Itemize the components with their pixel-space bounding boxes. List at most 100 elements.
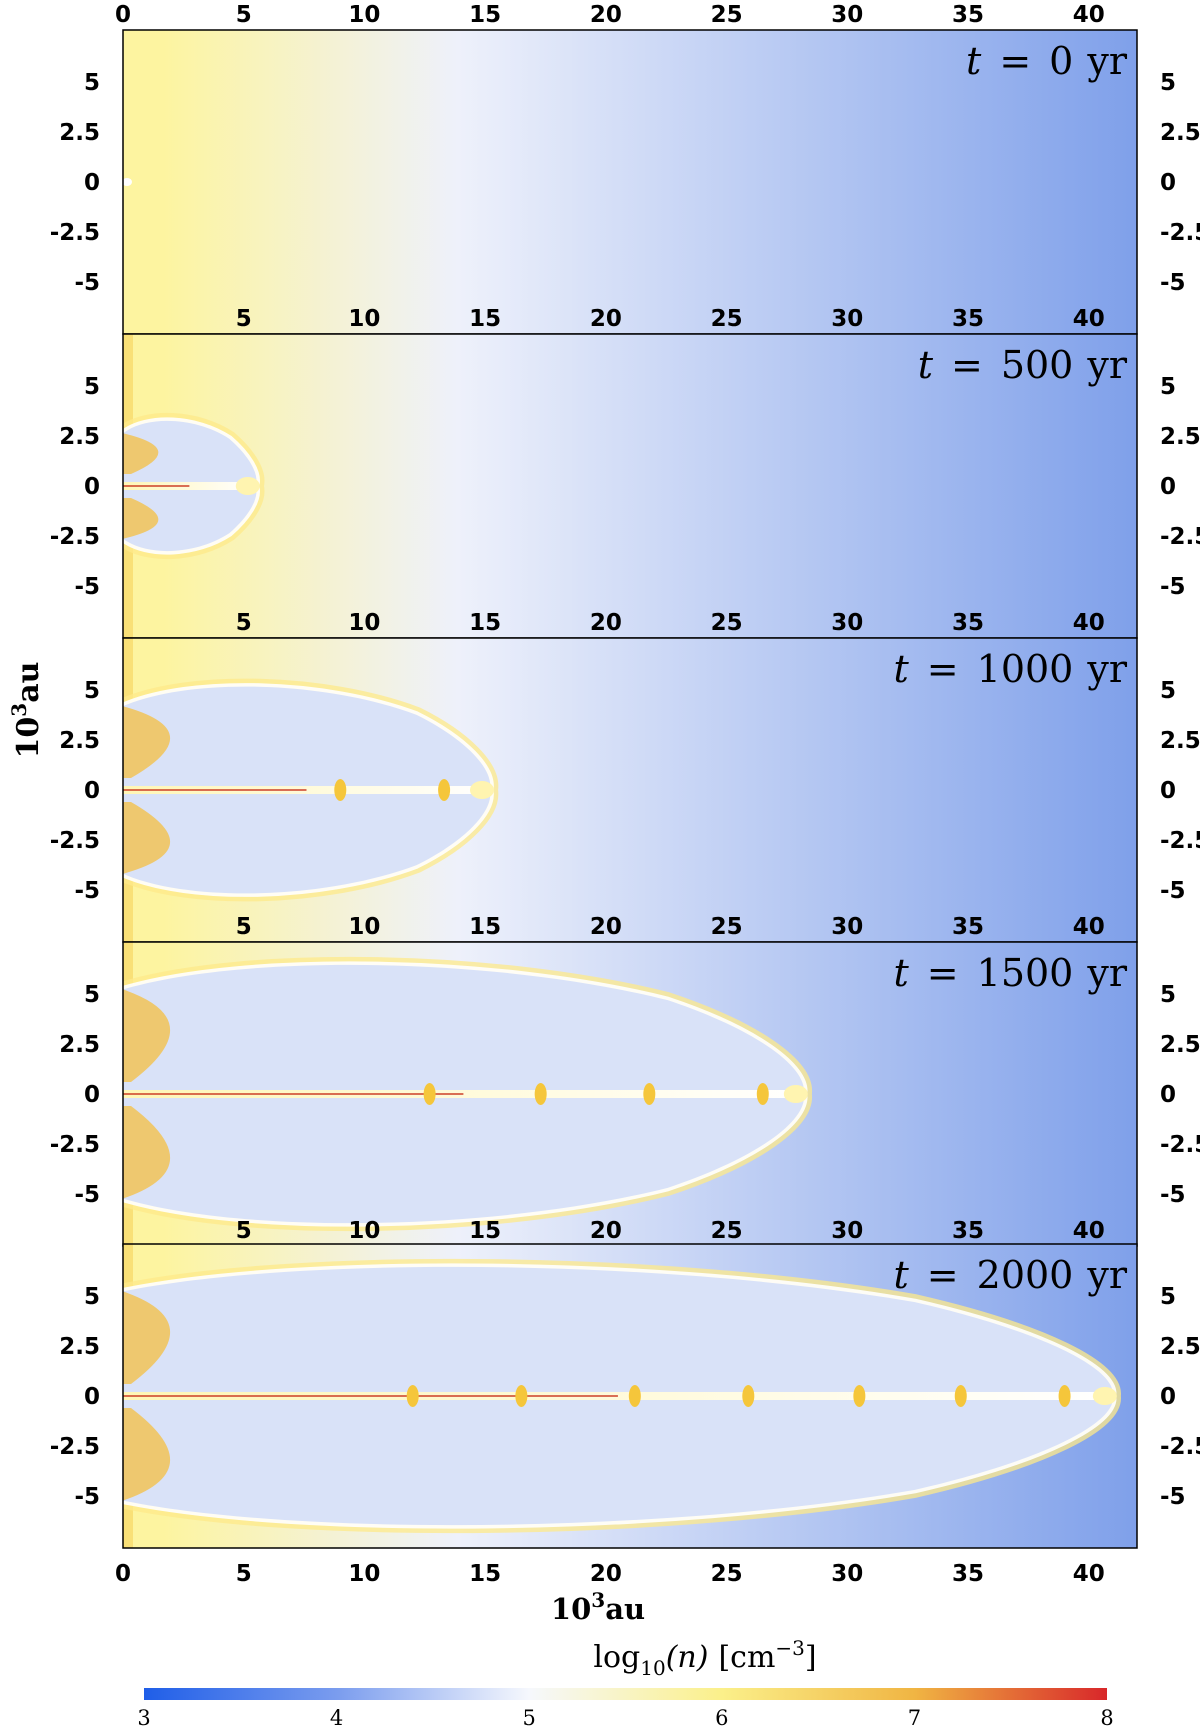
background-field [123,30,1137,334]
y-tick-right: 0 [1160,474,1176,500]
x-tick-bottom: 40 [1073,1561,1105,1587]
time-label-0: t = 0 yr [966,39,1128,83]
y-tick-right: 2.5 [1160,1334,1200,1360]
time-label-4: t = 2000 yr [894,1253,1128,1297]
x-axis-label: 103au [551,1588,645,1626]
panel-frame [122,1243,1138,1549]
jet-knot-5 [954,1385,967,1407]
y-tick-left: 0 [84,170,100,196]
y-tick-right: 0 [1160,1082,1176,1108]
x-tick-bottom: 20 [590,1561,622,1587]
jet-knot-1 [515,1385,528,1407]
x-tick-bottom: 30 [831,914,863,940]
jet-knot-0 [334,779,347,801]
y-tick-right: -2.5 [1160,828,1200,854]
colorbar-tick: 6 [715,1706,728,1729]
y-tick-right: 0 [1160,1384,1176,1410]
y-tick-right: -5 [1160,574,1186,600]
jet-knot-3 [742,1385,755,1407]
y-axis-label: 103au [7,662,46,759]
x-tick-bottom: 10 [348,306,380,332]
x-tick-bottom: 5 [236,306,252,332]
x-tick-bottom: 15 [469,306,501,332]
core-density [123,32,243,332]
y-tick-left: -5 [74,878,100,904]
y-tick-right: 2.5 [1160,1032,1200,1058]
x-tick-bottom: 10 [348,1561,380,1587]
y-tick-right: 5 [1160,70,1176,96]
y-tick-right: 2.5 [1160,424,1200,450]
frame-labels: 103au 103au log10(n) [cm−3] [7,662,1107,1700]
x-tick-bottom: 10 [348,1218,380,1244]
x-tick-top: 10 [348,2,380,28]
y-tick-left: 5 [84,374,100,400]
x-tick-bottom: 30 [831,1218,863,1244]
y-tick-right: 5 [1160,374,1176,400]
y-tick-left: 2.5 [59,424,100,450]
base-wedge-upper [123,433,159,474]
time-label-2: t = 1000 yr [894,647,1128,691]
y-tick-left: 0 [84,1384,100,1410]
x-tick-bottom: 25 [711,1561,743,1587]
x-tick-top: 15 [469,2,501,28]
y-tick-right: -2.5 [1160,220,1200,246]
y-tick-right: 0 [1160,170,1176,196]
jet-knot-0 [423,1083,436,1105]
y-tick-left: 5 [84,678,100,704]
y-tick-left: -5 [74,1182,100,1208]
x-tick-bottom: 15 [469,1561,501,1587]
y-tick-right: 0 [1160,778,1176,804]
jet-knot-0 [406,1385,419,1407]
x-tick-bottom: 15 [469,610,501,636]
x-tick-bottom: 5 [236,914,252,940]
y-tick-left: 5 [84,1284,100,1310]
jet-knot-1 [438,779,451,801]
y-tick-left: 5 [84,70,100,96]
y-tick-left: 0 [84,1082,100,1108]
x-tick-bottom: 35 [952,1561,984,1587]
x-tick-bottom: 40 [1073,610,1105,636]
colorbar-tick: 3 [137,1706,150,1729]
x-tick-bottom: 35 [952,1218,984,1244]
y-tick-left: 2.5 [59,1032,100,1058]
y-tick-right: -2.5 [1160,1132,1200,1158]
y-tick-right: 5 [1160,982,1176,1008]
y-tick-left: -5 [74,574,100,600]
y-tick-left: -5 [74,1484,100,1510]
colorbar-label: log10(n) [cm−3] [593,1636,816,1680]
y-tick-right: 2.5 [1160,728,1200,754]
y-tick-left: -5 [74,270,100,296]
x-tick-bottom: 30 [831,306,863,332]
y-tick-right: -5 [1160,1484,1186,1510]
y-tick-right: 2.5 [1160,120,1200,146]
x-tick-bottom: 40 [1073,914,1105,940]
base-wedge-lower [123,498,159,539]
jet-knot-1 [534,1083,547,1105]
y-tick-left: -2.5 [50,1132,100,1158]
x-tick-bottom: 25 [711,1218,743,1244]
x-tick-bottom: 30 [831,1561,863,1587]
y-tick-left: 0 [84,778,100,804]
panels-group: t=0yr 5 2.5 0 -2.5 -5 5 2.5 0 -2.5 -5 0 5 10 15 20 25 30 3… [50,2,1200,1587]
colorbar-tick: 5 [523,1706,536,1729]
x-tick-bottom: 20 [590,306,622,332]
background-field [123,334,1137,638]
x-tick-top: 20 [590,2,622,28]
y-tick-left: -2.5 [50,828,100,854]
base-wedge-upper [123,989,171,1082]
y-tick-left: 0 [84,474,100,500]
colorbar [144,1688,1107,1700]
y-tick-right: -5 [1160,1182,1186,1208]
y-tick-right: -2.5 [1160,524,1200,550]
colorbar-tick: 7 [908,1706,921,1729]
panel-0: t=0yr 5 2.5 0 -2.5 -5 5 2.5 0 -2.5 -5 0 5 10 15 20 25 30 3… [50,2,1200,335]
base-wedge-lower [123,802,171,874]
x-tick-bottom: 30 [831,610,863,636]
bow-shock [469,781,494,799]
x-tick-top: 25 [711,2,743,28]
x-tick-bottom: 40 [1073,1218,1105,1244]
base-wedge-upper [123,1291,171,1384]
